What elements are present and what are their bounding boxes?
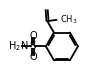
Text: CH$_3$: CH$_3$: [60, 14, 77, 26]
Text: H$_2$N: H$_2$N: [8, 40, 28, 53]
Text: S: S: [30, 41, 36, 51]
Text: O: O: [29, 52, 37, 62]
Text: O: O: [29, 31, 37, 41]
